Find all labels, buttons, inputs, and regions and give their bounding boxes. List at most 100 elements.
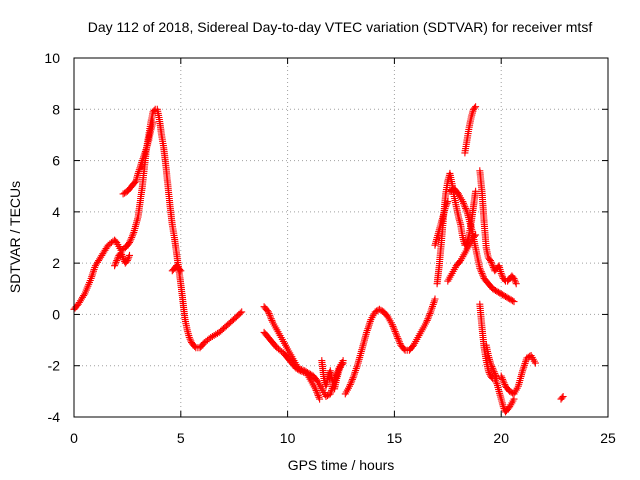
data-point [117,249,125,257]
data-point [136,164,144,172]
data-point [347,379,355,387]
data-point [128,232,136,240]
data-point [471,104,478,112]
data-point [559,393,567,400]
data-point [365,321,373,329]
series-sdtvar-m [461,103,480,157]
data-point [352,367,360,374]
data-point [497,269,505,277]
series-sdtvar-g [318,357,347,393]
data-point [119,254,127,262]
x-tick-label: 5 [177,430,185,446]
data-point [499,375,507,383]
series-sdtvar-d [168,262,185,275]
data-point [365,323,372,331]
data-point [118,246,126,253]
y-axis-label: SDTVAR / TECUs [7,181,23,293]
data-point [478,269,486,277]
data-point [488,260,496,268]
data-point [296,367,304,375]
data-point [313,388,321,396]
data-point [236,309,244,317]
series-sdtvar-k [444,231,480,285]
data-point [348,377,356,385]
data-point [267,313,274,321]
data-point [487,258,495,266]
data-point [489,262,497,270]
data-point [460,201,468,209]
data-point [119,190,127,198]
data-point [392,329,400,337]
data-point [506,387,514,395]
data-point [312,387,320,394]
data-point [176,266,184,274]
data-point [422,318,430,326]
data-point [131,178,139,186]
data-point [499,291,507,299]
data-point [477,266,485,274]
series-sdtvar-p [482,341,501,382]
data-point [425,313,433,321]
series-sdtvar-f [260,328,324,403]
data-point [118,251,126,259]
data-point [375,305,383,313]
y-tick-label: 0 [52,306,60,322]
data-point [264,308,272,316]
data-point [191,343,199,350]
data-point [486,255,493,263]
y-tick-label: 2 [52,255,60,271]
x-tick-label: 20 [493,430,509,446]
data-point [348,375,356,383]
data-point [499,377,507,385]
data-point [492,287,499,294]
data-point [489,364,497,372]
y-tick-label: -4 [48,409,61,425]
data-point [187,337,195,345]
y-tick-label: 10 [44,50,60,66]
data-point [390,324,398,332]
data-point [460,199,467,207]
data-point [185,334,193,341]
x-axis-label: GPS time / hours [288,457,395,473]
data-point [491,369,499,377]
data-point [430,299,438,307]
data-point [531,359,539,367]
series-sdtvar-n [476,167,520,288]
data-point [346,381,354,388]
data-point [113,255,121,263]
data-point [186,335,194,343]
data-point [431,295,439,303]
data-point [112,258,120,266]
data-point [351,368,359,376]
data-point [477,268,485,276]
data-point [335,367,343,375]
data-point [512,280,520,288]
data-point [268,316,276,324]
x-tick-label: 25 [600,430,616,446]
series-sdtvar-r [557,393,567,403]
y-tick-label: 8 [52,101,60,117]
data-point [400,345,408,353]
data-point [89,269,97,277]
data-point [390,326,398,334]
data-point [314,392,322,400]
data-point [523,354,531,362]
data-point [519,365,527,373]
data-point [126,237,134,245]
y-tick-label: 6 [52,153,60,169]
data-point [472,103,480,111]
data-point [128,234,136,241]
data-point [364,325,372,333]
data-point [177,267,185,275]
data-point [125,240,132,248]
data-point [265,310,273,318]
data-point [430,297,438,305]
data-point [479,271,487,279]
data-point [425,311,433,319]
data-point [497,372,505,380]
data-point [487,361,495,369]
data-point [346,382,353,390]
data-point [124,255,132,263]
data-point [363,327,371,334]
